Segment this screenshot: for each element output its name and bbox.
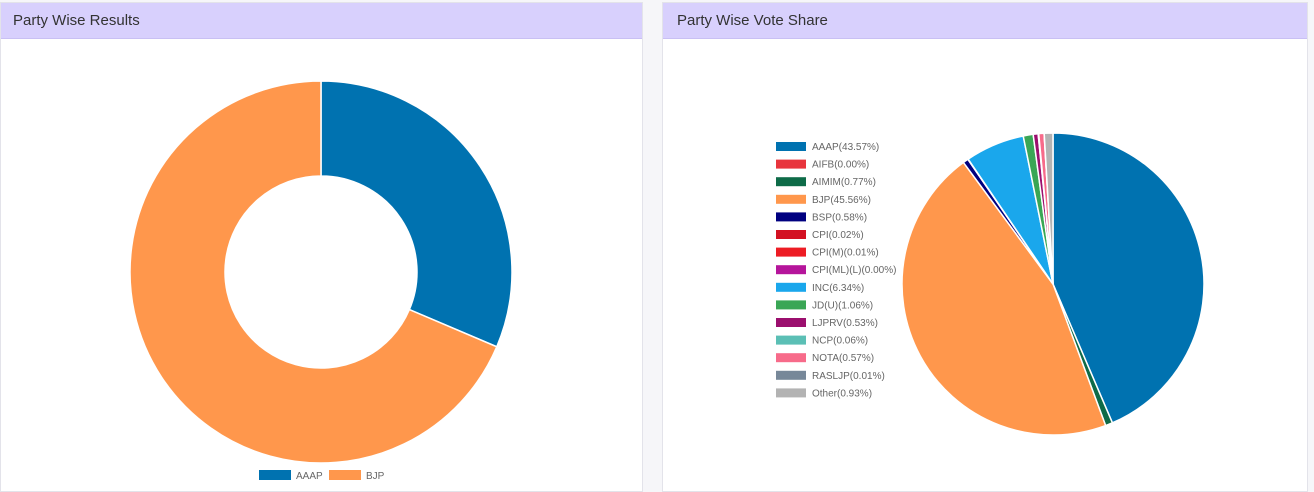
- legend-item-aifb[interactable]: AIFB(0.00%): [776, 159, 869, 171]
- legend-item-bjp[interactable]: BJP(45.56%): [776, 194, 871, 206]
- slice-bjp[interactable]: [901, 161, 1107, 436]
- legend-label: AIFB(0.00%): [812, 160, 869, 171]
- slice-other[interactable]: [1043, 132, 1054, 285]
- legend-item-inc[interactable]: INC(6.34%): [776, 282, 864, 294]
- legend-label: CPI(0.02%): [812, 230, 864, 241]
- legend-item-ljprv[interactable]: LJPRV(0.53%): [776, 318, 878, 329]
- legend-swatch: [776, 159, 806, 169]
- legend-swatch: [776, 247, 806, 257]
- legend-item-bjp[interactable]: BJP: [329, 470, 385, 482]
- legend-item-aimim[interactable]: AIMIM(0.77%): [776, 177, 876, 188]
- legend-swatch: [329, 470, 361, 480]
- legend-swatch: [776, 142, 806, 151]
- legend-label: BSP(0.58%): [812, 212, 867, 223]
- legend-swatch: [776, 282, 806, 292]
- legend-label: RASLJP(0.01%): [812, 371, 885, 382]
- legend-swatch: [776, 300, 806, 310]
- legend-item-aaap[interactable]: AAAP: [259, 470, 323, 482]
- legend-item-bsp[interactable]: BSP(0.58%): [776, 212, 867, 223]
- legend-label: Other(0.93%): [812, 388, 872, 399]
- slice-aaap[interactable]: [320, 80, 513, 348]
- slice-aaap[interactable]: [1052, 132, 1205, 424]
- party-wise-results-title: Party Wise Results: [1, 3, 642, 39]
- legend-item-other[interactable]: Other(0.93%): [776, 388, 872, 399]
- legend-swatch: [776, 265, 806, 275]
- legend-label: NOTA(0.57%): [812, 353, 874, 364]
- legend-swatch: [259, 470, 291, 480]
- legend-label: BJP: [366, 471, 385, 482]
- party-wise-vote-share-card: Party Wise Vote Share AAAP(43.57%) AIFB(0…: [662, 2, 1308, 492]
- legend-label: AIMIM(0.77%): [812, 177, 876, 188]
- legend-item-jd-u[interactable]: JD(U)(1.06%): [776, 300, 873, 311]
- party-wise-vote-share-title: Party Wise Vote Share: [663, 3, 1307, 39]
- legend-item-cpi-ml-l[interactable]: CPI(ML)(L)(0.00%): [776, 265, 896, 276]
- legend-item-ncp[interactable]: NCP(0.06%): [776, 335, 868, 347]
- legend-label: CPI(M)(0.01%): [812, 248, 879, 259]
- party-wise-results-card: Party Wise Results AAAP BJP: [0, 2, 643, 492]
- legend-label: BJP(45.56%): [812, 195, 871, 206]
- legend-item-rasljp[interactable]: RASLJP(0.01%): [776, 370, 885, 382]
- legend-label: JD(U)(1.06%): [812, 300, 873, 311]
- legend-label: NCP(0.06%): [812, 336, 868, 347]
- legend-item-nota[interactable]: NOTA(0.57%): [776, 353, 874, 364]
- legend-item-aaap[interactable]: AAAP(43.57%): [776, 142, 879, 153]
- legend-swatch: [776, 194, 806, 204]
- vote-share-pie-chart: AAAP(43.57%) AIFB(0.00%) AIMIM(0.77%) BJP(4…: [776, 132, 1205, 436]
- legend-swatch: [776, 388, 806, 398]
- legend-item-cpi-m[interactable]: CPI(M)(0.01%): [776, 247, 879, 259]
- legend-swatch: [776, 230, 806, 239]
- legend-swatch: [776, 335, 806, 345]
- legend-label: INC(6.34%): [812, 283, 864, 294]
- legend-swatch: [776, 370, 806, 380]
- legend-label: LJPRV(0.53%): [812, 318, 878, 329]
- legend-swatch: [776, 177, 806, 187]
- legend-item-cpi[interactable]: CPI(0.02%): [776, 230, 864, 241]
- legend-label: AAAP(43.57%): [812, 142, 879, 153]
- party-results-donut-chart: AAAP BJP: [129, 80, 513, 482]
- legend-swatch: [776, 318, 806, 327]
- legend-label: AAAP: [296, 471, 323, 482]
- legend-swatch: [776, 353, 806, 363]
- slice-bjp[interactable]: [129, 80, 498, 464]
- legend-label: CPI(ML)(L)(0.00%): [812, 265, 896, 276]
- legend-swatch: [776, 212, 806, 222]
